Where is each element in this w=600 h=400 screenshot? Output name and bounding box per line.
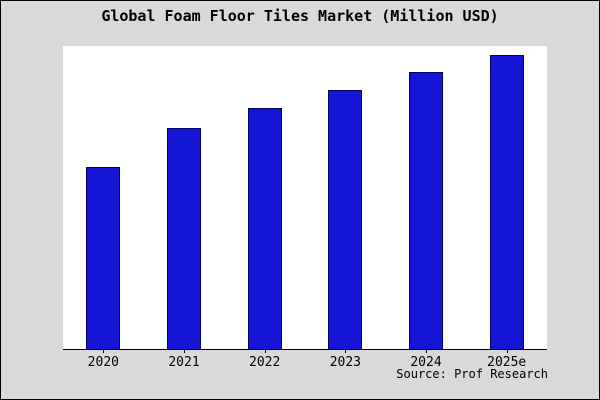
- bar-column: [63, 46, 144, 349]
- bar-2023: [328, 90, 363, 349]
- plot-area: [63, 46, 547, 350]
- x-tick: [184, 350, 185, 353]
- x-tick: [345, 350, 347, 353]
- chart-title: Global Foam Floor Tiles Market (Million …: [101, 7, 499, 25]
- bar-2022: [247, 107, 282, 349]
- x-tick-label: 2025e: [466, 350, 547, 370]
- x-tick-label: 2023: [305, 350, 386, 370]
- x-tick: [426, 350, 428, 353]
- x-axis-labels: 2020 2021 2022 2023 2024 2025e: [63, 350, 547, 370]
- bar-2025e: [489, 54, 524, 349]
- bar-column: [386, 46, 467, 349]
- x-tick: [264, 350, 266, 353]
- bar-2024: [409, 72, 444, 349]
- bar-column: [466, 46, 547, 349]
- x-tick-label: 2020: [63, 350, 144, 370]
- bar-column: [224, 46, 305, 349]
- x-tick-label: 2022: [224, 350, 305, 370]
- bar-column: [144, 46, 225, 349]
- x-tick: [103, 350, 105, 353]
- bar-2021: [167, 128, 201, 349]
- bar-column: [305, 46, 386, 349]
- source-credit: Source: Prof Research: [396, 367, 548, 381]
- x-tick-label: 2024: [386, 350, 467, 370]
- bar-2020: [86, 166, 121, 349]
- x-tick-label: 2021: [144, 350, 225, 370]
- x-tick: [506, 350, 508, 353]
